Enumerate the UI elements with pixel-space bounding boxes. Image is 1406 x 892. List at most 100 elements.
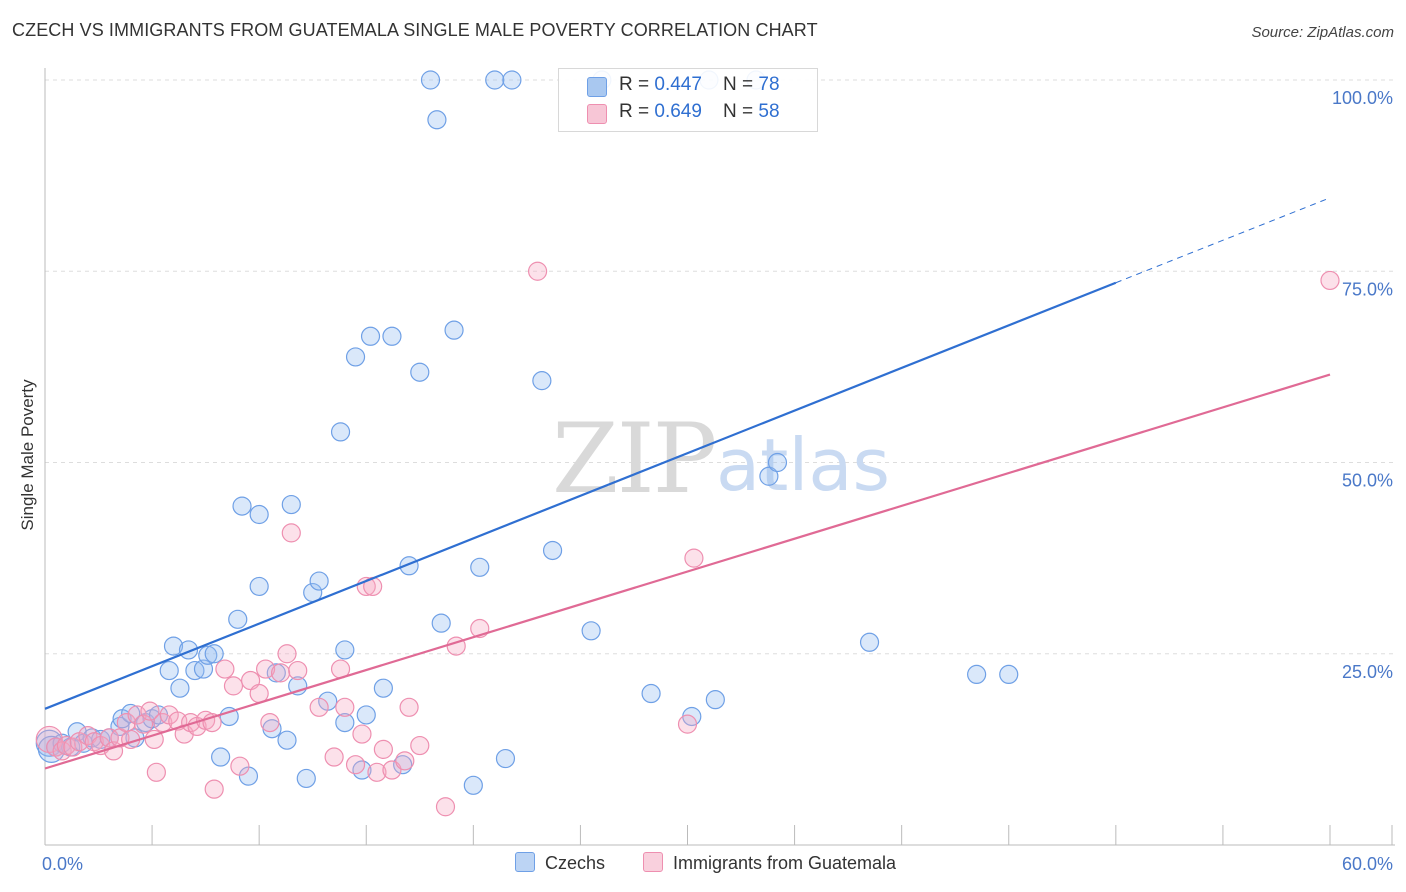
- czechs-point: [759, 466, 779, 486]
- guatemala-point: [140, 701, 160, 721]
- czechs-point: [999, 664, 1019, 685]
- r-label: R =: [619, 74, 655, 95]
- guatemala-point: [335, 697, 355, 717]
- czechs-point: [170, 678, 190, 698]
- czechs-point: [431, 613, 451, 633]
- czechs-point: [296, 768, 316, 789]
- trend-lines: [44, 197, 1331, 770]
- czechs-point: [335, 640, 355, 660]
- czechs-point: [360, 326, 381, 346]
- guatemala-r-value: 0.649: [654, 101, 702, 122]
- czechs-point: [232, 496, 252, 516]
- tick-labels: 25.0% 50.0% 75.0% 100.0% 0.0% 60.0%: [42, 88, 1393, 874]
- guatemala-point: [270, 663, 291, 683]
- guatemala-point: [35, 725, 63, 754]
- czechs-point: [198, 645, 218, 665]
- czechs-point: [204, 644, 224, 664]
- guatemala-swatch: [587, 104, 607, 124]
- guatemala-point: [395, 751, 415, 771]
- czechs-point: [641, 683, 661, 704]
- guatemala-point: [345, 755, 366, 775]
- czechs-n-value: 78: [758, 74, 780, 95]
- czechs-point: [249, 576, 269, 597]
- guatemala-point: [373, 739, 393, 759]
- guatemala-legend-swatch: [643, 852, 663, 872]
- guatemala-point: [230, 756, 250, 776]
- czechs-point: [335, 712, 355, 733]
- czechs-point: [228, 609, 248, 629]
- czechs-point: [211, 747, 231, 767]
- czechs-point: [249, 504, 269, 525]
- czechs-legend-label: Czechs: [545, 853, 606, 873]
- czechs-point: [266, 663, 286, 683]
- guatemala-point: [399, 697, 419, 717]
- czechs-point: [495, 748, 516, 769]
- czechs-point: [485, 70, 505, 90]
- czechs-point: [767, 452, 788, 473]
- czechs-point: [309, 571, 329, 591]
- watermark-atlas: atlas: [716, 423, 890, 507]
- source-label: Source: ZipAtlas.com: [1251, 24, 1394, 41]
- legend-item-guatemala[interactable]: Immigrants from Guatemala: [643, 852, 896, 874]
- guatemala-point: [288, 660, 308, 681]
- guatemala-n-value: 58: [758, 101, 780, 122]
- gridlines: [45, 79, 1395, 655]
- legend-item-czechs[interactable]: Czechs: [515, 852, 605, 874]
- czechs-point: [420, 70, 441, 90]
- n-label: N =: [723, 74, 759, 95]
- czechs-point: [163, 636, 184, 656]
- czechs-point: [345, 347, 366, 367]
- guatemala-point: [410, 735, 430, 756]
- guatemala-point: [223, 676, 244, 696]
- czechs-legend-swatch: [515, 852, 535, 872]
- czechs-point: [121, 703, 141, 724]
- y-tick-label: 50.0%: [1342, 471, 1393, 491]
- guatemala-point: [677, 714, 698, 734]
- guatemala-point: [277, 644, 297, 664]
- guatemala-point: [255, 659, 276, 679]
- czechs-swatch: [587, 77, 607, 97]
- guatemala-legend-label: Immigrants from Guatemala: [673, 853, 897, 873]
- czechs-point: [502, 70, 522, 90]
- guatemala-point: [63, 737, 83, 757]
- czechs-point: [463, 775, 483, 795]
- stats-legend: R = 0.447 N = 78 R = 0.649 N = 58: [558, 68, 818, 132]
- guatemala-point: [215, 659, 235, 679]
- czechs-point: [356, 705, 376, 725]
- czechs-point: [967, 664, 987, 685]
- guatemala-point: [1320, 270, 1340, 291]
- guatemala-point: [435, 797, 456, 817]
- guatemala-trend-line: [44, 373, 1331, 770]
- guatemala-point: [367, 762, 387, 782]
- czechs-point: [159, 660, 179, 681]
- x-tick-label: 0.0%: [42, 854, 83, 874]
- guatemala-point: [56, 735, 77, 756]
- czechs-point: [542, 540, 563, 561]
- czechs-point: [427, 110, 447, 130]
- czechs-point: [705, 690, 725, 710]
- axes: [44, 68, 1395, 846]
- czechs-point: [219, 706, 239, 727]
- y-tick-label: 75.0%: [1342, 279, 1393, 299]
- guatemala-point: [281, 523, 301, 543]
- y-tick-label: 100.0%: [1332, 88, 1393, 108]
- czechs-point: [470, 557, 490, 577]
- guatemala-point: [146, 762, 166, 782]
- guatemala-point: [684, 548, 704, 568]
- czechs-r-value: 0.447: [654, 74, 702, 95]
- guatemala-point: [204, 779, 224, 799]
- czechs-point: [330, 422, 351, 442]
- czechs-point: [581, 621, 601, 641]
- czechs-point: [410, 362, 430, 382]
- chart-title: CZECH VS IMMIGRANTS FROM GUATEMALA SINGL…: [12, 20, 818, 40]
- x-tick-label: 60.0%: [1342, 854, 1393, 874]
- czechs-point: [281, 494, 301, 515]
- guatemala-point: [352, 724, 372, 744]
- czechs-point: [532, 371, 552, 391]
- guatemala-point: [324, 747, 344, 767]
- czechs-trend-extension: [1115, 197, 1331, 284]
- czechs-point: [352, 760, 372, 780]
- guatemala-point: [260, 712, 280, 733]
- czechs-point: [382, 326, 402, 346]
